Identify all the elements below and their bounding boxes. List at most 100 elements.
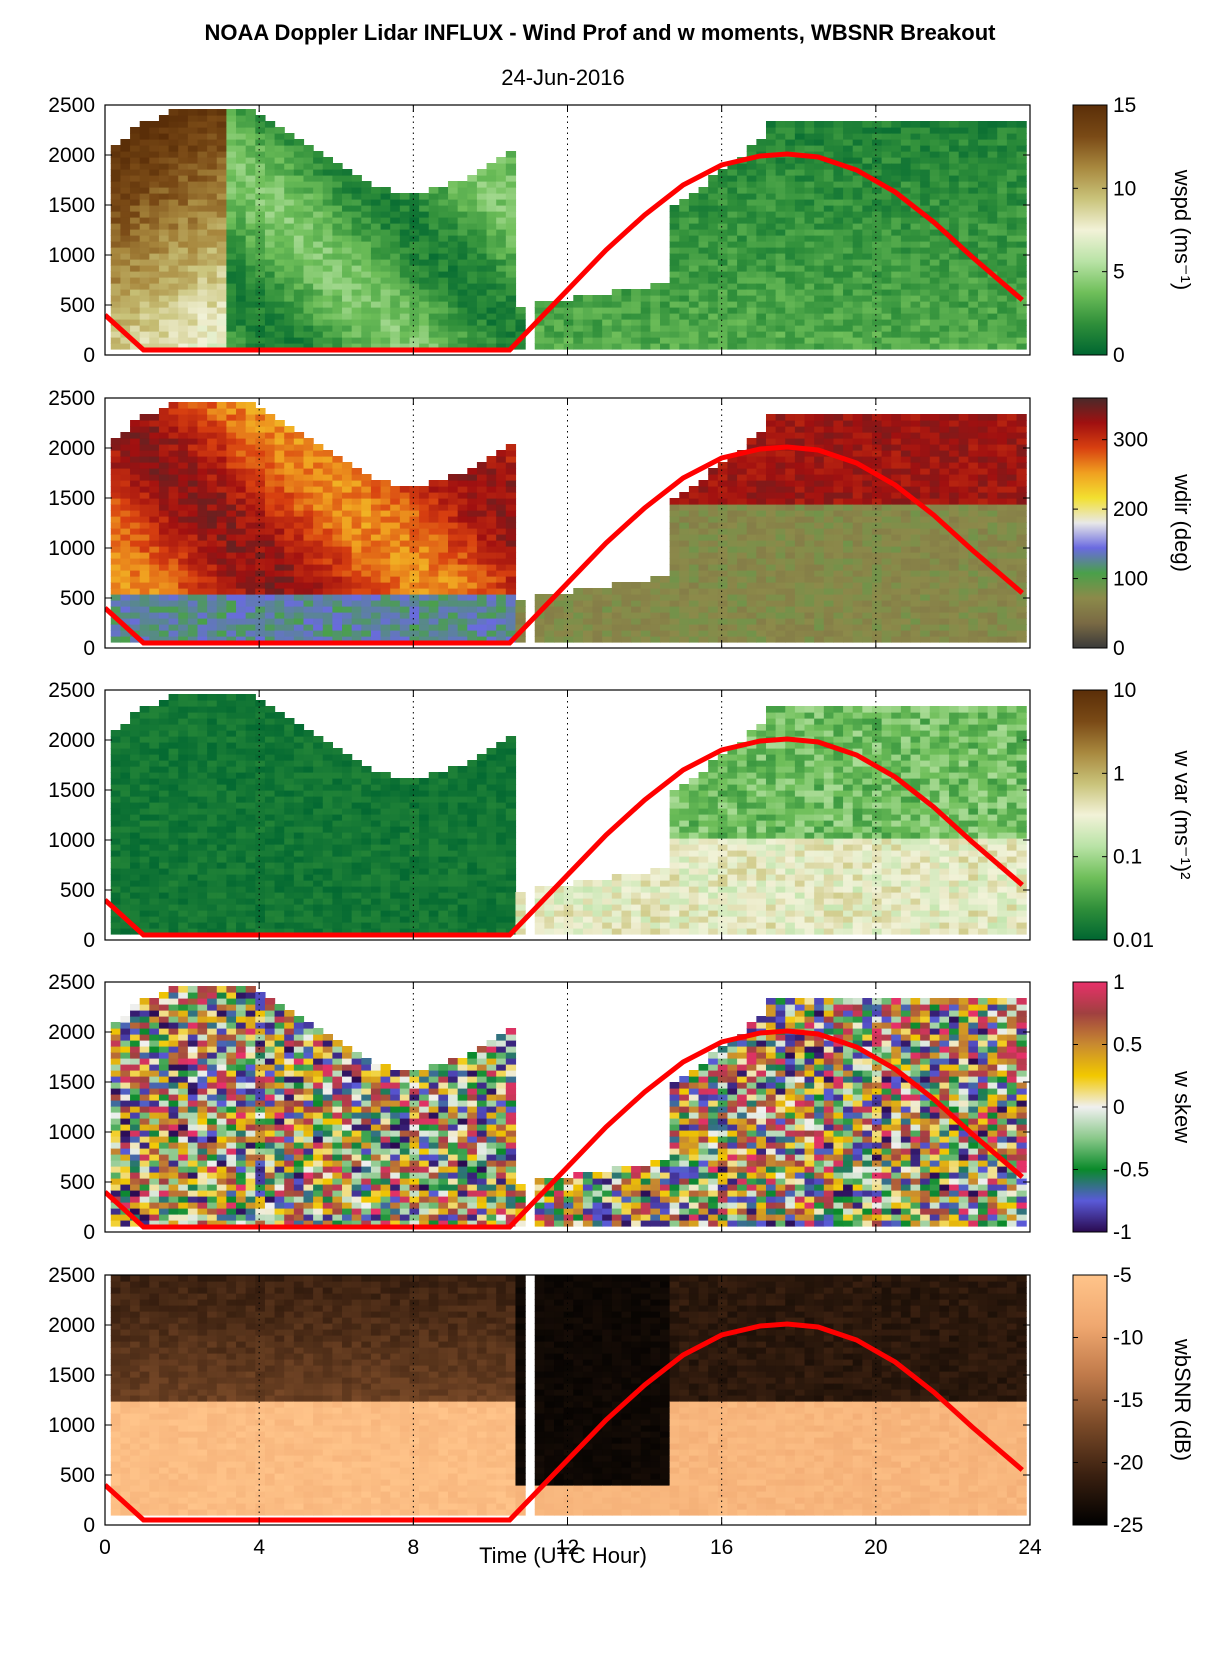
heatmap-cell: [409, 289, 420, 296]
heatmap-cell: [785, 277, 796, 284]
heatmap-cell: [476, 169, 488, 176]
heatmap-cell: [756, 588, 767, 595]
heatmap-cell: [756, 570, 767, 577]
heatmap-cell: [669, 289, 680, 296]
heatmap-cell: [399, 582, 411, 589]
heatmap-cell: [717, 582, 729, 589]
heatmap-cell: [679, 223, 690, 230]
heatmap-cell: [207, 468, 218, 475]
heatmap-cell: [178, 492, 189, 499]
heatmap-cell: [207, 307, 218, 314]
heatmap-cell: [708, 582, 719, 589]
heatmap-cell: [264, 510, 276, 517]
heatmap-cell: [737, 492, 748, 499]
heatmap-cell: [264, 325, 276, 332]
heatmap-cell: [149, 594, 160, 601]
heatmap-cell: [293, 528, 305, 535]
heatmap-cell: [419, 295, 430, 302]
heatmap-cell: [448, 534, 459, 541]
heatmap-cell: [929, 247, 941, 254]
heatmap-cell: [592, 630, 603, 637]
heatmap-cell: [727, 289, 738, 296]
heatmap-cell: [390, 492, 401, 499]
heatmap-cell: [765, 420, 777, 427]
heatmap-cell: [168, 187, 179, 194]
heatmap-cell: [794, 510, 806, 517]
heatmap-cell: [274, 426, 285, 433]
heatmap-cell: [178, 510, 189, 517]
heatmap-cell: [380, 618, 391, 625]
heatmap-cell: [871, 235, 883, 242]
heatmap-cell: [977, 163, 989, 170]
heatmap-cell: [390, 498, 401, 505]
heatmap-cell: [457, 588, 468, 595]
heatmap-cell: [409, 265, 420, 272]
heatmap-cell: [727, 193, 738, 200]
heatmap-cell: [708, 486, 719, 493]
heatmap-cell: [187, 265, 199, 272]
heatmap-cell: [226, 313, 237, 320]
heatmap-cell: [862, 289, 873, 296]
heatmap-cell: [332, 462, 343, 469]
heatmap-cell: [168, 408, 179, 415]
heatmap-cell: [804, 522, 815, 529]
heatmap-cell: [727, 319, 738, 326]
heatmap-cell: [370, 277, 382, 284]
heatmap-cell: [486, 480, 497, 487]
heatmap-cell: [158, 528, 170, 535]
heatmap-cell: [130, 540, 141, 547]
heatmap-cell: [968, 211, 979, 218]
heatmap-cell: [226, 498, 237, 505]
heatmap-cell: [274, 450, 285, 457]
heatmap-cell: [351, 588, 362, 595]
heatmap-cell: [236, 133, 247, 140]
heatmap-cell: [679, 205, 690, 212]
heatmap-cell: [775, 474, 786, 481]
heatmap-cell: [804, 606, 815, 613]
heatmap-cell: [814, 456, 825, 463]
heatmap-cell: [139, 133, 150, 140]
heatmap-cell: [756, 552, 767, 559]
heatmap-cell: [390, 624, 401, 631]
heatmap-cell: [939, 157, 950, 164]
heatmap-cell: [120, 199, 131, 206]
heatmap-cell: [958, 169, 969, 176]
heatmap-cell: [920, 319, 931, 326]
heatmap-cell: [785, 307, 796, 314]
heatmap-cell: [660, 343, 671, 350]
heatmap-cell: [727, 540, 738, 547]
heatmap-cell: [245, 588, 256, 595]
heatmap-cell: [476, 486, 488, 493]
heatmap-cell: [881, 193, 892, 200]
heatmap-cell: [342, 612, 353, 619]
heatmap-cell: [698, 295, 709, 302]
heatmap-cell: [216, 205, 228, 212]
heatmap-cell: [130, 343, 141, 350]
heatmap-cell: [236, 175, 247, 182]
heatmap-cell: [438, 528, 449, 535]
heatmap-cell: [977, 235, 989, 242]
heatmap-cell: [631, 588, 642, 595]
heatmap-cell: [342, 235, 353, 242]
heatmap-cell: [284, 468, 295, 475]
heatmap-cell: [823, 289, 835, 296]
heatmap-cell: [631, 301, 642, 308]
heatmap-cell: [775, 558, 786, 565]
heatmap-cell: [438, 241, 449, 248]
heatmap-cell: [814, 277, 825, 284]
heatmap-cell: [110, 498, 122, 505]
heatmap-cell: [794, 534, 806, 541]
heatmap-cell: [120, 558, 131, 565]
heatmap-cell: [255, 175, 266, 182]
heatmap-cell: [823, 265, 835, 272]
heatmap-cell: [891, 205, 902, 212]
heatmap-cell: [216, 576, 228, 583]
heatmap-cell: [245, 498, 256, 505]
heatmap-cell: [486, 313, 497, 320]
heatmap-cell: [650, 600, 661, 607]
heatmap-cell: [438, 582, 449, 589]
heatmap-cell: [794, 582, 806, 589]
heatmap-cell: [717, 498, 729, 505]
heatmap-cell: [476, 199, 488, 206]
heatmap-cell: [785, 462, 796, 469]
